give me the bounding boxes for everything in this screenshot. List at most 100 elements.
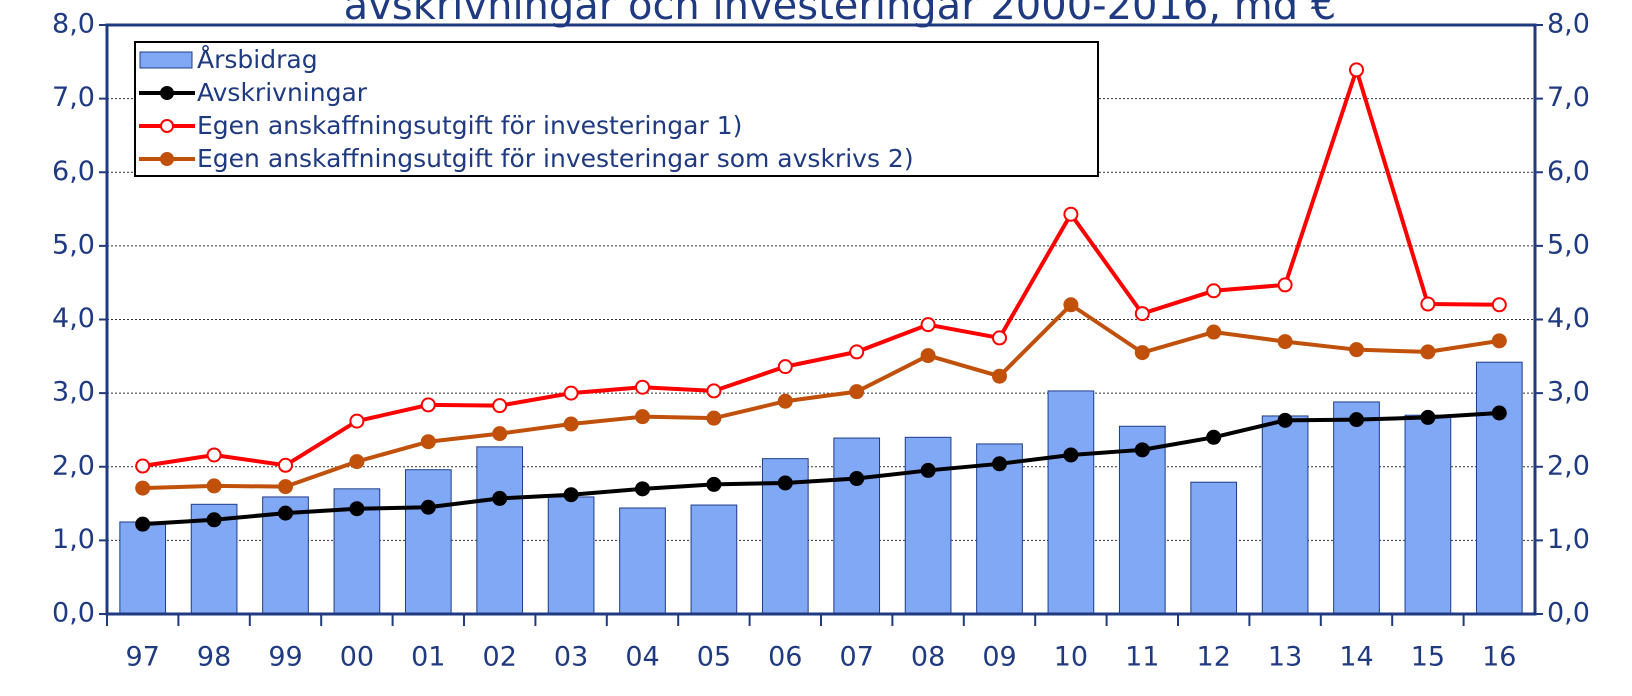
marker bbox=[1206, 429, 1222, 445]
marker bbox=[492, 426, 508, 442]
x-tick-label: 11 bbox=[1125, 642, 1159, 673]
x-tick-label: 16 bbox=[1482, 642, 1516, 673]
x-tick-label: 99 bbox=[268, 642, 302, 673]
y2-tick-label: 3,0 bbox=[1547, 377, 1590, 408]
y2-tick-label: 4,0 bbox=[1547, 303, 1590, 334]
legend-label: Avskrivningar bbox=[197, 78, 368, 107]
marker bbox=[777, 359, 793, 375]
marker bbox=[1277, 334, 1293, 350]
x-tick-label: 05 bbox=[697, 642, 731, 673]
bar bbox=[476, 446, 524, 615]
legend-label: Egen anskaffningsutgift för investeringa… bbox=[197, 111, 742, 140]
x-tick-label: 01 bbox=[411, 642, 445, 673]
marker bbox=[706, 410, 722, 426]
marker bbox=[1420, 344, 1436, 360]
x-tick-label: 07 bbox=[840, 642, 874, 673]
marker bbox=[849, 471, 865, 487]
legend-marker bbox=[160, 152, 174, 166]
x-tick-label: 98 bbox=[197, 642, 231, 673]
marker bbox=[1134, 442, 1150, 458]
marker bbox=[1277, 412, 1293, 428]
marker bbox=[492, 398, 508, 414]
marker bbox=[1206, 283, 1222, 299]
bar bbox=[690, 504, 738, 615]
marker bbox=[563, 416, 579, 432]
line bbox=[142, 302, 1500, 491]
y2-tick-label: 8,0 bbox=[1547, 9, 1590, 40]
marker bbox=[1349, 62, 1364, 78]
legend-label: Årsbidrag bbox=[197, 45, 318, 74]
marker bbox=[1277, 277, 1293, 293]
marker bbox=[349, 501, 365, 517]
legend-swatch bbox=[139, 51, 193, 69]
y2-tick-label: 2,0 bbox=[1547, 450, 1590, 481]
bar bbox=[1333, 401, 1380, 615]
x-tick-label: 14 bbox=[1339, 642, 1373, 673]
bar bbox=[404, 469, 452, 615]
x-tick-label: 12 bbox=[1197, 642, 1231, 673]
x-tick-label: 15 bbox=[1411, 642, 1445, 673]
marker bbox=[635, 481, 650, 497]
y-tick-label: 4,0 bbox=[52, 303, 95, 334]
bar bbox=[1261, 415, 1309, 615]
x-tick-label: 97 bbox=[126, 642, 160, 673]
legend-marker bbox=[160, 86, 174, 100]
marker bbox=[635, 379, 650, 395]
line bbox=[142, 63, 1500, 468]
marker bbox=[706, 476, 722, 492]
bar bbox=[547, 496, 595, 615]
marker bbox=[992, 330, 1007, 346]
marker bbox=[492, 490, 508, 506]
marker bbox=[777, 475, 793, 491]
y2-tick-label: 5,0 bbox=[1547, 229, 1590, 260]
marker bbox=[1491, 405, 1507, 421]
marker bbox=[635, 409, 650, 425]
legend-marker bbox=[160, 119, 174, 133]
y-tick-label: 5,0 bbox=[52, 229, 95, 260]
marker bbox=[1134, 345, 1150, 361]
marker bbox=[1349, 412, 1364, 428]
marker bbox=[278, 457, 293, 473]
marker bbox=[135, 516, 151, 532]
y2-tick-label: 0,0 bbox=[1547, 598, 1590, 629]
x-tick-label: 09 bbox=[982, 642, 1016, 673]
marker bbox=[992, 368, 1007, 384]
y2-tick-label: 1,0 bbox=[1547, 524, 1590, 555]
x-tick-label: 03 bbox=[554, 642, 588, 673]
legend-box bbox=[134, 41, 1099, 177]
y-tick-label: 7,0 bbox=[52, 82, 95, 113]
bar bbox=[1118, 425, 1166, 615]
marker bbox=[563, 487, 579, 503]
marker bbox=[920, 462, 936, 478]
marker bbox=[420, 499, 436, 515]
marker bbox=[278, 479, 293, 495]
marker bbox=[563, 385, 579, 401]
x-tick-label: 13 bbox=[1268, 642, 1302, 673]
line bbox=[142, 411, 1500, 527]
marker bbox=[849, 344, 865, 360]
x-tick-label: 08 bbox=[911, 642, 945, 673]
bar bbox=[619, 507, 666, 615]
y-tick-label: 1,0 bbox=[52, 524, 95, 555]
plot-frame bbox=[105, 23, 1537, 616]
marker bbox=[1206, 324, 1222, 340]
marker bbox=[706, 383, 722, 399]
bar bbox=[119, 521, 167, 615]
y2-tick-label: 7,0 bbox=[1547, 82, 1590, 113]
marker bbox=[135, 458, 151, 474]
y2-tick-label: 6,0 bbox=[1547, 156, 1590, 187]
y-tick-label: 2,0 bbox=[52, 450, 95, 481]
marker bbox=[1491, 333, 1507, 349]
bar bbox=[1190, 481, 1238, 615]
marker bbox=[278, 505, 293, 521]
marker bbox=[849, 384, 865, 400]
marker bbox=[349, 413, 365, 429]
marker bbox=[420, 434, 436, 450]
bar bbox=[833, 437, 881, 615]
marker bbox=[1134, 306, 1150, 322]
marker bbox=[920, 348, 936, 364]
bar bbox=[1404, 414, 1452, 615]
x-tick-label: 02 bbox=[483, 642, 517, 673]
y-tick-label: 6,0 bbox=[52, 156, 95, 187]
